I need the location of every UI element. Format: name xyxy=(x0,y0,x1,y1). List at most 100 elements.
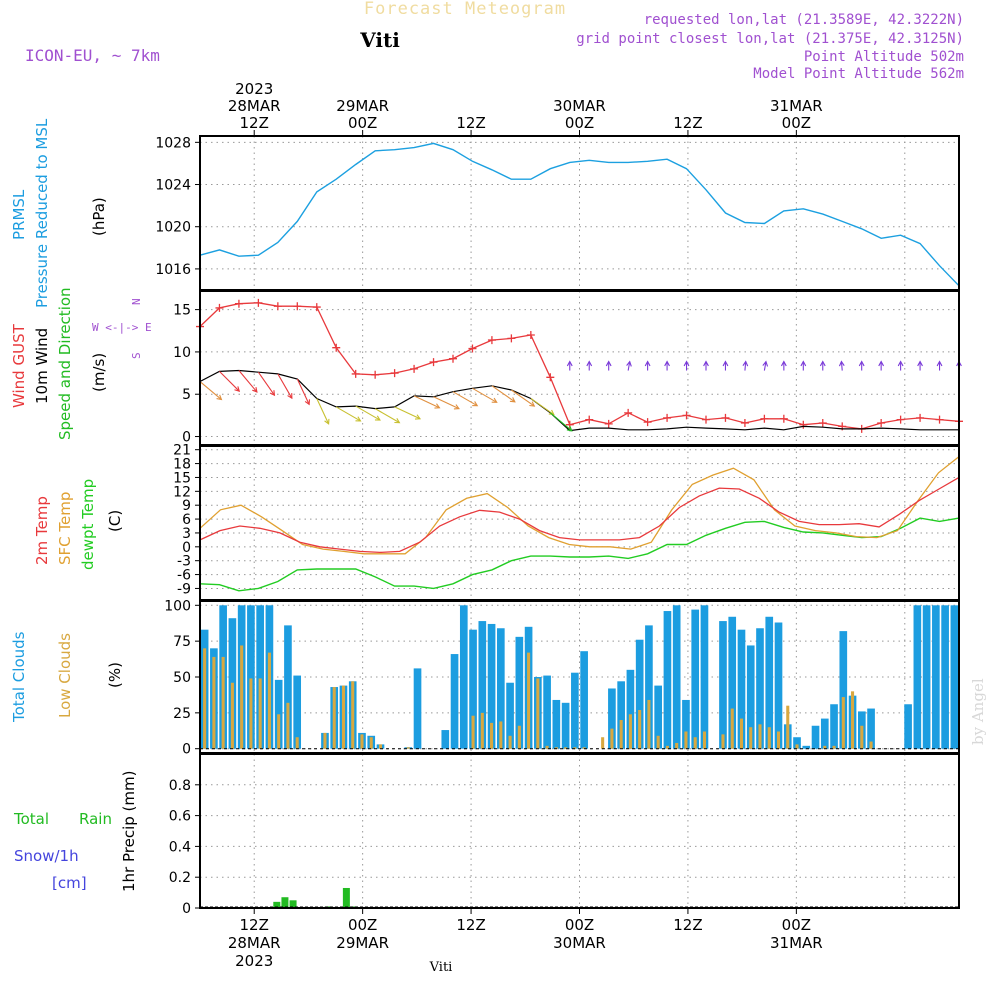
wind-arrowhead xyxy=(509,397,516,403)
low-cloud-bar xyxy=(564,747,568,749)
total-cloud-bar xyxy=(626,669,635,749)
top-time-label: 28MAR xyxy=(228,97,281,115)
requested-coords: requested lon,lat (21.3589E, 42.3222N) xyxy=(644,12,964,28)
precip-ytick-label: 0.4 xyxy=(169,839,191,855)
total-cloud-bar xyxy=(469,629,477,749)
low-cloud-bar xyxy=(480,712,484,749)
rain-bar xyxy=(273,901,281,908)
low-cloud-bar xyxy=(249,678,253,749)
gust-marker xyxy=(273,302,282,311)
precip-label-cm: [cm] xyxy=(52,874,87,892)
temperature-ytick-label: 3 xyxy=(182,526,191,542)
gust-marker xyxy=(624,408,633,417)
top-time-label: 12Z xyxy=(673,114,702,132)
wind-arrowhead xyxy=(548,409,555,416)
total-cloud-bar xyxy=(552,699,561,749)
low-cloud-bar xyxy=(267,652,271,749)
gust-marker xyxy=(507,334,516,343)
total-cloud-bar xyxy=(571,672,579,749)
wind-direction-arrow xyxy=(627,361,631,371)
clouds-ytick-label: 75 xyxy=(173,634,191,650)
clouds-ytick-label: 25 xyxy=(173,706,191,722)
low-cloud-bar xyxy=(749,727,753,749)
wind-arrowhead xyxy=(529,401,536,407)
gust-marker xyxy=(293,302,302,311)
total-cloud-bar xyxy=(561,702,570,749)
total-cloud-bar xyxy=(256,605,264,749)
total-cloud-bar xyxy=(645,625,653,749)
total-cloud-bar xyxy=(441,730,450,749)
wind-arrowhead xyxy=(287,393,293,400)
wind-direction-arrow xyxy=(374,408,400,424)
top-time-label: 12Z xyxy=(240,114,269,132)
rain-bar xyxy=(289,900,297,908)
total-cloud-bar xyxy=(950,605,959,749)
top-time-label: 12Z xyxy=(456,114,485,132)
gust-marker xyxy=(332,343,341,352)
temp-label-dewpt: dewpt Temp xyxy=(79,479,97,570)
wind-arrowhead xyxy=(664,360,670,367)
wind-arrowhead xyxy=(586,360,593,367)
wind-direction-arrow xyxy=(316,398,330,425)
clouds-label-low: Low Clouds xyxy=(56,633,74,718)
low-cloud-bar xyxy=(656,735,660,749)
temperature-ytick-label: 9 xyxy=(182,498,191,514)
total-cloud-bar xyxy=(635,639,644,749)
gust-marker xyxy=(371,370,380,379)
clouds-ytick-label: 0 xyxy=(182,742,191,758)
total-cloud-bar xyxy=(802,745,811,749)
wind-arrowhead xyxy=(917,360,923,367)
temperature-ytick-label: 21 xyxy=(173,443,191,459)
low-cloud-bar xyxy=(684,731,688,749)
clouds-ytick-label: 100 xyxy=(164,598,191,614)
sfc-temp-line xyxy=(199,456,960,555)
gust-marker xyxy=(546,373,555,382)
pressure-label-2: Pressure Reduced to MSL xyxy=(33,118,51,308)
wind-arrowhead xyxy=(605,360,612,367)
place-title: Viti xyxy=(359,28,400,52)
bottom-time-label: 31MAR xyxy=(770,934,823,952)
total-cloud-bar xyxy=(487,623,496,749)
wind-label-dir: Speed and Direction xyxy=(56,287,74,440)
low-cloud-bar xyxy=(841,697,845,749)
gust-marker xyxy=(740,419,749,427)
total-cloud-bar xyxy=(941,605,949,749)
total-cloud-bar xyxy=(496,628,505,749)
precip-label-rain: Rain xyxy=(79,810,112,828)
total-cloud-bar xyxy=(756,628,764,749)
bottom-time-label: 00Z xyxy=(565,916,594,934)
compass-south: S xyxy=(130,352,143,359)
total-cloud-bar xyxy=(839,631,848,749)
clouds-ytick-label: 50 xyxy=(173,670,191,686)
watermark: by Angel xyxy=(969,678,987,745)
total-cloud-bar xyxy=(765,616,774,749)
top-time-label: 30MAR xyxy=(553,97,606,115)
temperature-ytick-label: 6 xyxy=(182,512,191,528)
low-cloud-bar xyxy=(536,678,540,749)
low-cloud-bar xyxy=(258,678,262,749)
wind-arrowhead xyxy=(234,386,241,392)
rain-bar xyxy=(342,887,350,908)
wind-direction-arrow xyxy=(549,412,573,432)
total-cloud-bar xyxy=(580,651,588,749)
precip-label-snow: Snow/1h xyxy=(14,847,79,865)
gust-marker xyxy=(935,415,944,424)
total-cloud-bar xyxy=(672,605,681,749)
low-cloud-bar xyxy=(554,747,558,749)
total-cloud-bar xyxy=(663,611,672,749)
low-cloud-bar xyxy=(295,737,299,749)
wind-speed-line xyxy=(199,369,959,432)
low-cloud-bar xyxy=(508,735,512,749)
clouds-unit: (%) xyxy=(106,662,124,688)
wind-direction-arrow xyxy=(491,385,516,403)
temp-label-2m: 2m Temp xyxy=(33,496,51,565)
low-cloud-bar xyxy=(832,745,836,749)
wind-arrowhead xyxy=(936,360,943,367)
low-cloud-bar xyxy=(693,737,697,749)
low-cloud-bar xyxy=(341,685,346,749)
axes-layer: 1016102010241028051015-9-6-3036912151821… xyxy=(155,80,960,970)
wind-direction-arrow xyxy=(199,381,222,400)
compass-west-east: W <-|-> E xyxy=(92,321,152,334)
gust-marker xyxy=(234,299,243,308)
